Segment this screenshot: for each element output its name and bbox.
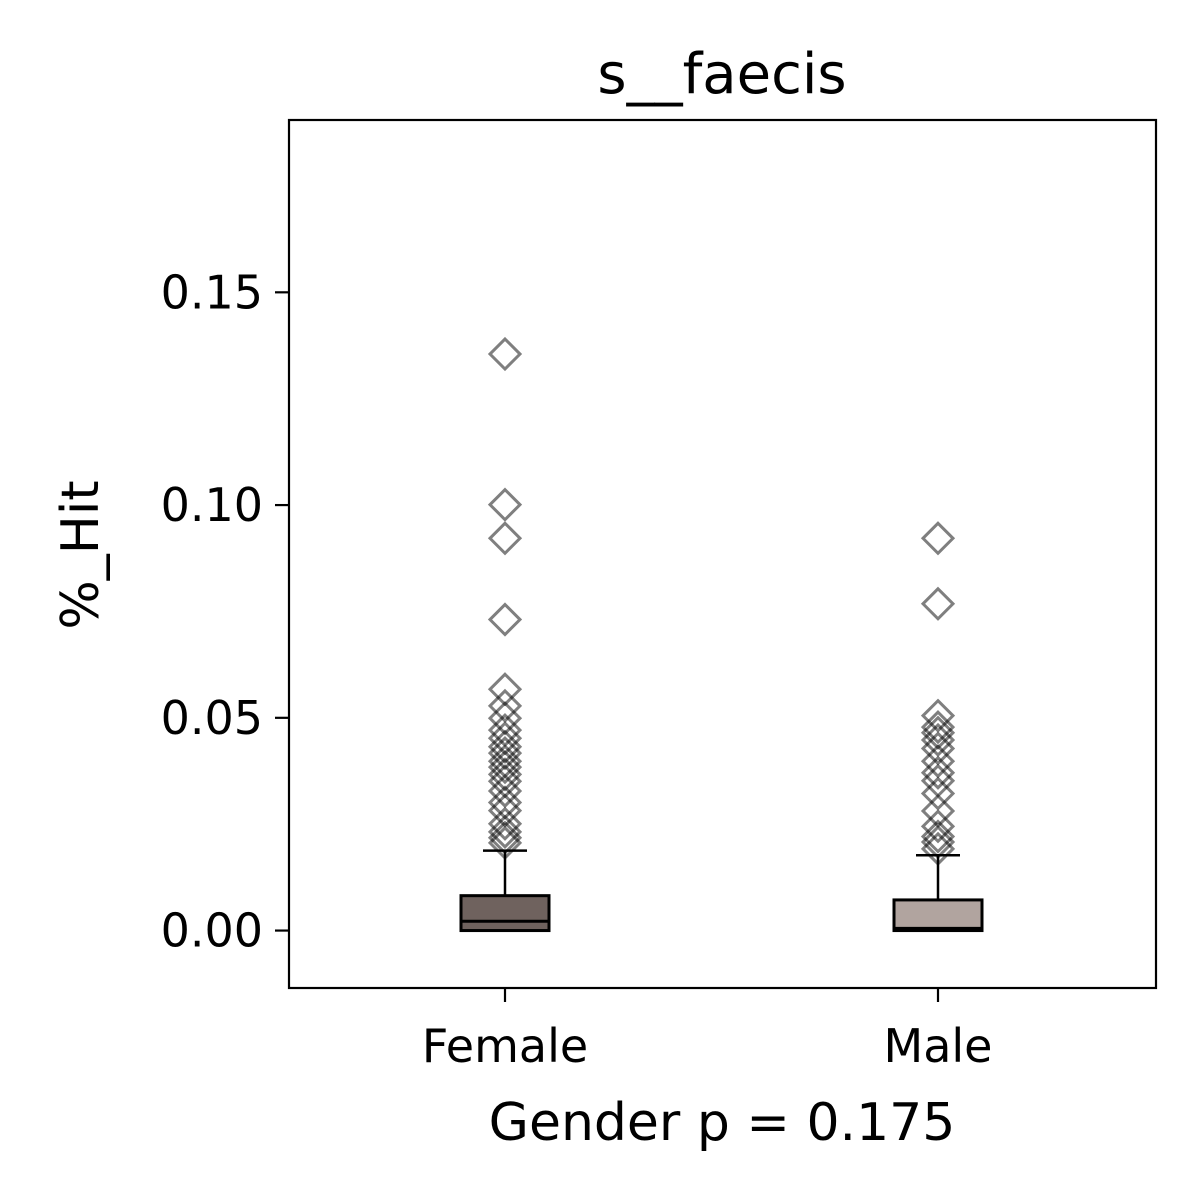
y-tick-label: 0.00 (161, 904, 263, 958)
outlier-point (920, 776, 956, 811)
outlier-point (920, 824, 956, 860)
outlier-point (487, 336, 523, 372)
outlier-point (487, 729, 523, 764)
outlier-point (920, 710, 956, 745)
outlier-point (487, 814, 523, 849)
outlier-point (920, 809, 956, 844)
outlier-point (487, 820, 523, 855)
outlier-point (487, 688, 523, 724)
outlier-point (487, 806, 523, 841)
chart-title: s__faecis (597, 42, 846, 107)
y-tick-label: 0.05 (161, 691, 263, 745)
outlier-point (920, 744, 956, 779)
axis-layer: 0.00 0.05 0.10 0.15 Female Male (161, 265, 993, 1073)
box-group-female (459, 336, 551, 933)
x-tick-label-male: Male (884, 1019, 993, 1073)
outlier-point (487, 825, 523, 861)
box-group-male (892, 521, 984, 933)
outlier-point (920, 586, 956, 621)
y-tick-label: 0.10 (161, 478, 263, 532)
outlier-point (920, 521, 956, 556)
plot-layer (459, 336, 984, 933)
box-iqr (459, 894, 551, 933)
outlier-point (487, 750, 523, 785)
outlier-point (487, 487, 523, 522)
plot-frame (287, 118, 1158, 990)
outlier-point (487, 602, 523, 637)
x-tick-label-female: Female (422, 1019, 588, 1073)
outlier-point (487, 793, 523, 828)
x-axis-label: Gender p = 0.175 (489, 1093, 956, 1153)
y-axis-label: %_Hit (51, 480, 111, 629)
outlier-point (920, 731, 956, 766)
outlier-point (920, 698, 956, 733)
outlier-point (920, 819, 956, 854)
box-iqr (892, 898, 984, 933)
outlier-point (487, 773, 523, 809)
outlier-point (487, 521, 523, 556)
outlier-point (920, 831, 956, 866)
y-tick-label: 0.15 (161, 265, 263, 319)
outlier-point (920, 722, 956, 758)
outlier-point (920, 755, 956, 790)
